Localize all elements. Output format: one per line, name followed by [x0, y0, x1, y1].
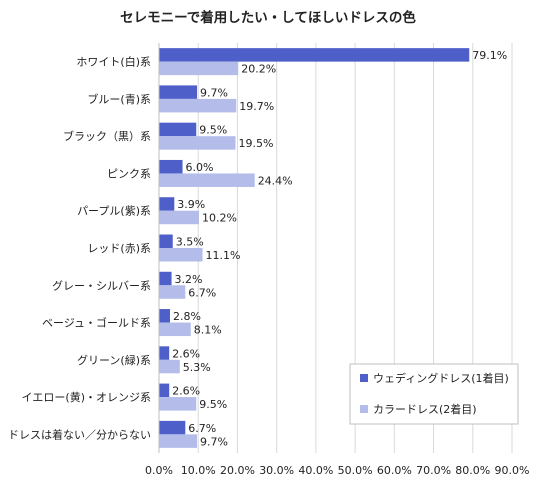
bar-wedding: [159, 271, 172, 286]
data-label: 3.9%: [177, 198, 205, 211]
bar-color-dress: [159, 248, 203, 262]
data-label: 3.2%: [175, 273, 203, 286]
bar-wedding: [159, 346, 170, 360]
data-label: 2.6%: [172, 347, 200, 360]
bar-color-dress: [159, 98, 237, 113]
bar-wedding: [159, 48, 470, 62]
bar-wedding: [159, 159, 183, 174]
data-label: 9.5%: [199, 398, 227, 411]
bar-color-dress: [159, 322, 191, 337]
category-label: グレー・シルバー系: [52, 278, 151, 292]
bar-wedding: [159, 234, 173, 248]
x-tick-label: 0.0%: [145, 464, 173, 477]
data-label: 9.7%: [200, 86, 228, 99]
bars: 79.1% 20.2% 9.7% 19.7% 9.5% 19.5% 6.0% 24.4% 3.9…: [159, 48, 507, 448]
x-tick-label: 30.0%: [259, 464, 294, 477]
x-tick-label: 80.0%: [455, 464, 490, 477]
bar-color-dress: [159, 173, 255, 187]
data-label: 6.0%: [186, 161, 214, 174]
data-label: 6.7%: [188, 422, 216, 435]
bar-color-dress: [159, 359, 180, 374]
data-label: 19.5%: [238, 137, 273, 150]
x-tick-label: 90.0%: [495, 464, 530, 477]
category-label: ブラック（黒）系: [63, 129, 151, 143]
x-tick-label: 70.0%: [416, 464, 451, 477]
data-label: 9.5%: [199, 124, 227, 137]
data-label: 20.2%: [241, 63, 276, 76]
bar-color-dress: [159, 136, 236, 150]
data-label: 10.2%: [202, 212, 237, 225]
x-tick-label: 20.0%: [220, 464, 255, 477]
category-label: レッド(赤)系: [87, 242, 151, 255]
category-label: ホワイト(白)系: [76, 55, 151, 69]
category-label: ベージュ・ゴールド系: [42, 316, 151, 330]
data-label: 79.1%: [472, 49, 507, 62]
bar-wedding: [159, 309, 170, 323]
legend-label-wedding: ウェディングドレス(1着目): [373, 371, 509, 385]
legend: ウェディングドレス(1着目) カラードレス(2着目): [349, 363, 519, 425]
data-label: 2.6%: [172, 385, 200, 398]
legend-swatch-wedding: [360, 374, 368, 382]
category-label: グリーン(緑)系: [77, 353, 151, 367]
data-label: 3.5%: [176, 236, 204, 249]
bar-color-dress: [159, 285, 186, 299]
bar-color-dress: [159, 210, 200, 225]
legend-label-color-dress: カラードレス(2着目): [373, 402, 477, 416]
category-label: パープル(紫)系: [77, 205, 151, 218]
bar-wedding: [159, 420, 186, 435]
bar-color-dress: [159, 397, 197, 411]
bar-wedding: [159, 383, 170, 398]
axes: 0.0% 10.0% 20.0% 30.0% 40.0% 50.0% 60.0% 70.0% 8…: [8, 43, 529, 477]
gridlines: [197, 43, 513, 453]
data-label: 24.4%: [258, 174, 293, 187]
x-tick-label: 10.0%: [181, 464, 216, 477]
bar-wedding: [159, 85, 198, 99]
category-label: ピンク系: [107, 167, 151, 180]
data-label: 2.8%: [173, 310, 201, 323]
category-label: ドレスは着ない／分からない: [8, 427, 151, 441]
x-tick-label: 40.0%: [298, 464, 333, 477]
x-tick-label: 50.0%: [338, 464, 373, 477]
data-label: 8.1%: [194, 324, 222, 337]
x-tick-label: 60.0%: [377, 464, 412, 477]
data-label: 5.3%: [183, 361, 211, 374]
data-label: 11.1%: [206, 249, 241, 262]
bar-wedding: [159, 197, 175, 211]
legend-swatch-color-dress: [360, 405, 368, 413]
chart-title: セレモニーで着用したい・してほしいドレスの色: [120, 9, 416, 26]
data-label: 6.7%: [188, 286, 216, 299]
bar-wedding: [159, 122, 197, 137]
category-label: ブルー(青)系: [87, 92, 151, 106]
bar-color-dress: [159, 61, 239, 76]
data-label: 19.7%: [239, 100, 274, 113]
data-label: 9.7%: [200, 435, 228, 448]
bar-color-dress: [159, 434, 198, 448]
legend-box: [349, 363, 519, 425]
category-label: イエロー(黄)・オレンジ系: [22, 390, 151, 404]
